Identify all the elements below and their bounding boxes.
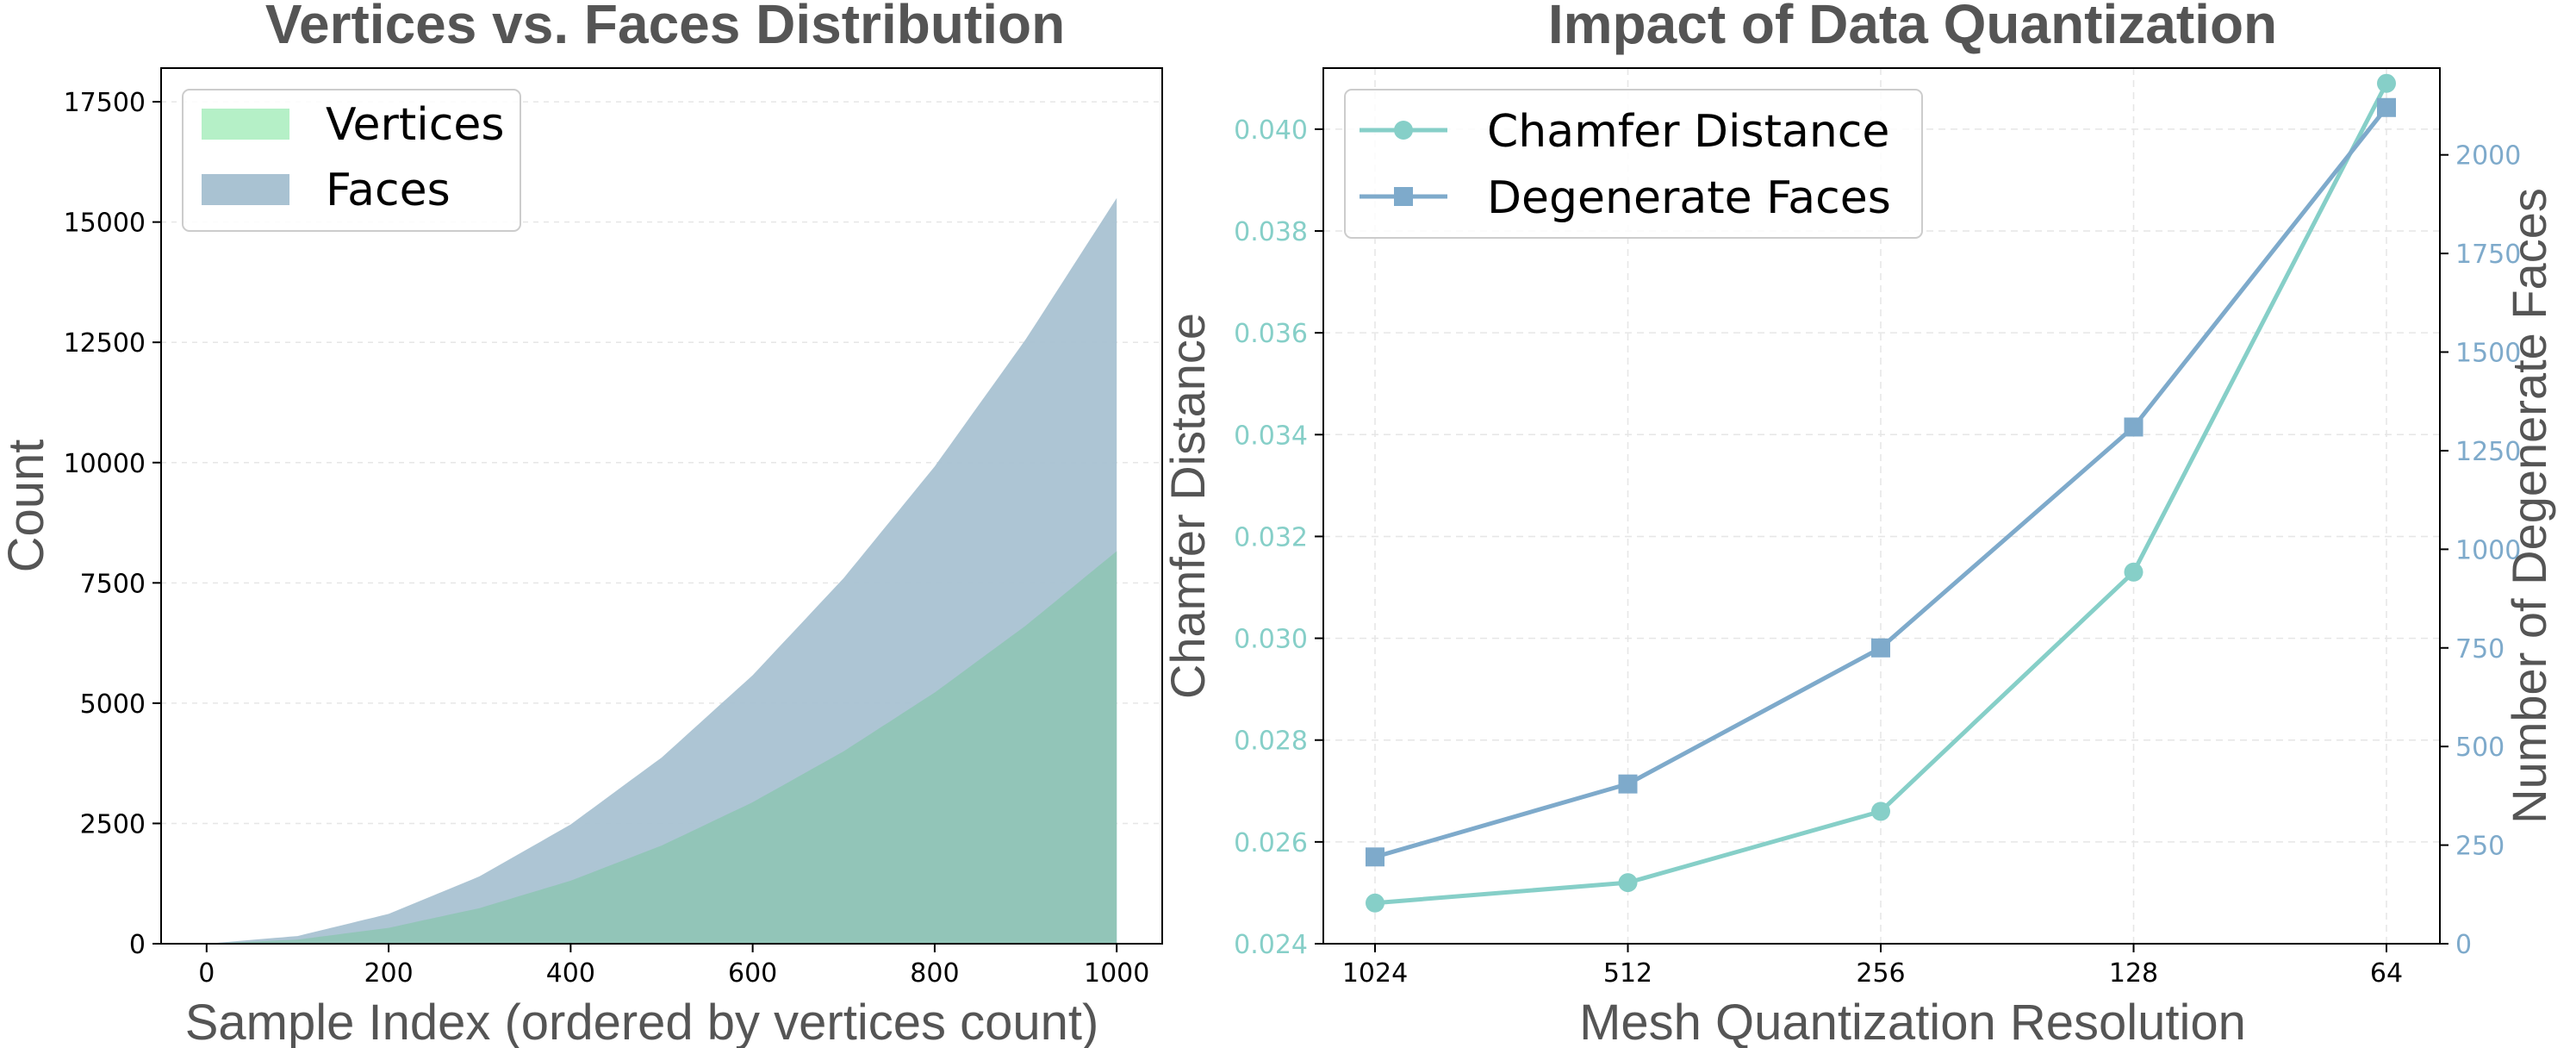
left-chart: Vertices vs. Faces Distribution 0 200 400 6… <box>0 0 1163 1048</box>
left-chart-title: Vertices vs. Faces Distribution <box>265 0 1065 55</box>
right-right-y-ticks: 0 250 500 750 1000 1250 1500 1750 2000 <box>2440 141 2521 960</box>
right-left-y-ticks: 0.024 0.026 0.028 0.030 0.032 0.034 0.036 0.038… <box>1234 115 1323 960</box>
legend-label-faces: Faces <box>326 165 451 216</box>
right-left-y-tick-label-1: 0.026 <box>1234 828 1308 858</box>
left-y-tick-label-2: 5000 <box>80 689 146 720</box>
left-x-tick-label-4: 800 <box>910 958 959 989</box>
legend-swatch-vertices <box>202 109 289 140</box>
right-chart: Impact of Data Quantization 1024 512 256 12… <box>1160 0 2556 1048</box>
left-y-tick-label-0: 0 <box>129 930 146 960</box>
left-y-tick-label-5: 12500 <box>64 328 146 359</box>
right-right-y-tick-label-4: 1000 <box>2455 535 2521 565</box>
right-x-tick-label-2: 256 <box>1856 958 1905 989</box>
right-left-y-tick-label-5: 0.034 <box>1234 421 1308 451</box>
right-left-y-tick-label-0: 0.024 <box>1234 930 1308 960</box>
point-chamfer-distance-1024 <box>1366 893 1384 913</box>
right-chart-title: Impact of Data Quantization <box>1548 0 2277 55</box>
right-x-ticks: 1024 512 256 128 64 <box>1342 944 2403 989</box>
legend-swatch-faces <box>202 174 289 205</box>
legend-label-degenerate: Degenerate Faces <box>1487 172 1891 224</box>
right-right-y-tick-label-7: 1750 <box>2455 240 2521 270</box>
right-left-y-tick-label-2: 0.028 <box>1234 727 1308 757</box>
left-plot-frame <box>160 67 1163 945</box>
legend-label-chamfer: Chamfer Distance <box>1487 106 1889 158</box>
left-y-ticks: 0 2500 5000 7500 10000 12500 15000 17500 <box>64 88 161 960</box>
right-right-y-tick-label-0: 0 <box>2455 930 2472 960</box>
left-y-tick-label-3: 7500 <box>80 569 146 599</box>
right-series <box>1366 73 2396 913</box>
right-right-y-tick-label-1: 250 <box>2455 832 2504 862</box>
right-left-y-tick-label-3: 0.030 <box>1234 625 1308 655</box>
left-legend: Vertices Faces <box>182 89 521 232</box>
right-x-tick-label-4: 64 <box>2370 958 2403 989</box>
right-left-y-tick-label-8: 0.040 <box>1234 115 1308 146</box>
point-chamfer-distance-128 <box>2124 562 2144 582</box>
left-x-axis-label: Sample Index (ordered by vertices count) <box>185 995 1099 1048</box>
left-x-tick-label-3: 600 <box>728 958 777 989</box>
right-left-y-tick-label-7: 0.038 <box>1234 217 1308 247</box>
right-x-axis-label: Mesh Quantization Resolution <box>1579 995 2246 1048</box>
right-left-y-tick-label-4: 0.032 <box>1234 522 1308 552</box>
series-area-vertices <box>206 551 1117 944</box>
left-y-tick-label-6: 15000 <box>64 209 146 239</box>
left-x-tick-label-1: 200 <box>364 958 413 989</box>
point-chamfer-distance-256 <box>1871 802 1890 821</box>
left-x-tick-label-2: 400 <box>546 958 595 989</box>
left-x-ticks: 0 200 400 600 800 1000 <box>198 944 1149 989</box>
right-right-y-tick-label-6: 1500 <box>2455 339 2521 369</box>
right-right-y-tick-label-5: 1250 <box>2455 437 2521 467</box>
right-x-tick-label-3: 128 <box>2109 958 2158 989</box>
left-y-tick-label-4: 10000 <box>64 449 146 479</box>
right-right-y-tick-label-3: 750 <box>2455 634 2504 664</box>
right-legend-box <box>1344 89 1923 239</box>
point-degenerate-faces-1024 <box>1366 847 1384 867</box>
right-left-y-axis-label: Chamfer Distance <box>1160 313 1215 699</box>
right-x-tick-label-0: 1024 <box>1342 958 1408 989</box>
point-degenerate-faces-512 <box>1618 774 1638 794</box>
left-y-axis-label: Count <box>0 440 54 573</box>
left-y-tick-label-1: 2500 <box>80 809 146 839</box>
left-y-tick-label-7: 17500 <box>64 88 146 118</box>
left-series <box>206 197 1117 944</box>
legend-marker-chamfer <box>1394 121 1413 140</box>
right-legend: Chamfer Distance Degenerate Faces <box>1344 89 1923 239</box>
legend-marker-degenerate <box>1394 187 1413 206</box>
left-x-tick-label-0: 0 <box>198 958 215 989</box>
right-right-y-tick-label-2: 500 <box>2455 733 2504 763</box>
left-x-tick-label-5: 1000 <box>1084 958 1149 989</box>
point-degenerate-faces-64 <box>2377 97 2396 117</box>
point-chamfer-distance-512 <box>1618 873 1638 893</box>
legend-label-vertices: Vertices <box>326 99 504 151</box>
point-chamfer-distance-64 <box>2377 73 2396 93</box>
right-x-tick-label-1: 512 <box>1603 958 1652 989</box>
point-degenerate-faces-256 <box>1871 638 1890 658</box>
right-right-y-axis-label: Number of Degenerate Faces <box>2502 188 2556 824</box>
point-degenerate-faces-128 <box>2124 417 2144 437</box>
right-left-y-tick-label-6: 0.036 <box>1234 319 1308 349</box>
right-right-y-tick-label-8: 2000 <box>2455 141 2521 172</box>
